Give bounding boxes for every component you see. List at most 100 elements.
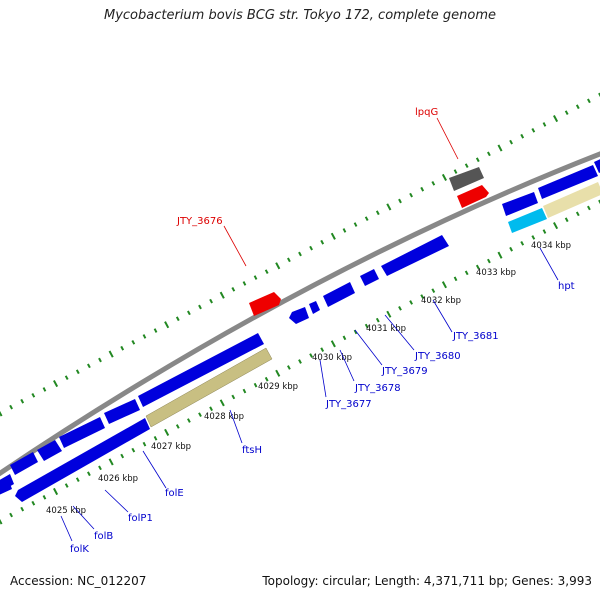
tick-mark [330, 232, 336, 240]
leader-line [436, 117, 459, 160]
tick-mark [42, 495, 47, 500]
tick-mark [20, 398, 25, 404]
leader-line [223, 225, 247, 267]
gene-label-JTY_3676[interactable]: JTY_3676 [176, 216, 223, 227]
tick-label: 4027 kbp [151, 442, 191, 452]
tick-mark [31, 500, 36, 506]
gene-feature[interactable] [0, 478, 12, 495]
tick-mark [364, 216, 369, 221]
gene-feature[interactable] [309, 301, 320, 314]
tick-mark [409, 300, 413, 305]
tick-mark [453, 276, 458, 282]
gene-feature[interactable] [15, 418, 150, 502]
gene-feature[interactable] [10, 452, 38, 475]
gene-feature[interactable] [145, 347, 273, 428]
gene-feature[interactable] [508, 208, 547, 233]
gene-feature[interactable] [138, 333, 264, 407]
tick-mark [275, 369, 281, 377]
leader-line [339, 349, 355, 382]
leader-line [60, 515, 73, 542]
gene-feature[interactable] [502, 192, 538, 216]
gene-feature[interactable] [104, 399, 140, 424]
tick-mark [264, 269, 269, 274]
tick-mark [342, 228, 347, 233]
accession-text: Accession: NC_012207 [10, 574, 147, 588]
leader-line [319, 359, 327, 398]
leader-line [142, 450, 167, 489]
tick-label: 4031 kbp [366, 324, 406, 334]
gene-feature[interactable] [323, 282, 355, 307]
tick-mark [553, 222, 559, 230]
tick-mark [120, 345, 125, 351]
gene-feature[interactable] [543, 182, 600, 218]
gene-label-folK[interactable]: folK [70, 544, 89, 555]
tick-mark [253, 275, 258, 280]
gene-label-lpqG[interactable]: lpqG [415, 107, 438, 118]
tick-mark [175, 424, 180, 429]
gene-feature[interactable] [594, 157, 600, 173]
gene-label-folP1[interactable]: folP1 [128, 513, 153, 524]
tick-mark [553, 115, 559, 123]
tick-mark [108, 458, 114, 466]
map-canvas: 4025 kbp 4026 kbp 4027 kbp 4028 kbp 4029… [0, 92, 600, 555]
tick-mark [353, 222, 358, 227]
tick-mark [187, 310, 191, 316]
gene-feature[interactable] [449, 167, 484, 191]
tick-mark [575, 104, 580, 110]
gene-label-JTY_3677[interactable]: JTY_3677 [325, 399, 372, 410]
tick-mark [531, 128, 536, 133]
tick-mark [9, 512, 13, 518]
gene-label-JTY_3679[interactable]: JTY_3679 [381, 366, 428, 377]
gene-label-folE[interactable]: folE [165, 488, 184, 499]
other-features [249, 167, 489, 316]
gene-feature[interactable] [538, 165, 598, 199]
genome-summary-text: Topology: circular; Length: 4,371,711 bp… [262, 574, 592, 588]
tick-mark [153, 328, 158, 333]
gene-label-JTY_3678[interactable]: JTY_3678 [354, 383, 401, 394]
gene-feature[interactable] [289, 307, 309, 324]
tick-mark [198, 304, 202, 310]
tick-mark [209, 406, 213, 412]
gene-label-JTY_3680[interactable]: JTY_3680 [414, 351, 461, 362]
tick-mark [542, 229, 547, 234]
leader-line [354, 329, 383, 366]
forward-strand-genes [0, 157, 600, 492]
tick-mark [475, 157, 480, 163]
gene-label-ftsH[interactable]: ftsH [242, 445, 262, 456]
tick-mark [320, 239, 325, 245]
tick-mark [98, 357, 102, 363]
gene-feature[interactable] [59, 417, 105, 448]
tick-mark [142, 334, 147, 339]
tick-mark [120, 453, 125, 459]
tick-mark [464, 270, 469, 276]
gene-feature[interactable] [457, 185, 489, 208]
leader-line [72, 505, 95, 530]
gene-feature[interactable] [381, 235, 449, 276]
leader-line [539, 247, 559, 281]
tick-mark [142, 441, 147, 447]
tick-mark [386, 310, 392, 318]
tick-label: 4026 kbp [98, 474, 138, 484]
gene-label-hpt[interactable]: hpt [558, 281, 575, 292]
tick-mark [598, 92, 600, 98]
tick-mark [375, 317, 380, 323]
tick-mark [87, 363, 91, 369]
tick-mark [42, 387, 47, 392]
tick-mark [487, 258, 491, 264]
tick-mark [131, 447, 136, 453]
gene-label-folB[interactable]: folB [94, 531, 113, 542]
tick-label: 4025 kbp [46, 506, 86, 516]
tick-mark [509, 139, 513, 145]
tick-mark [31, 393, 36, 398]
leader-line [104, 489, 129, 513]
tick-label: 4033 kbp [476, 268, 516, 278]
gene-feature[interactable] [249, 292, 281, 316]
gene-feature[interactable] [360, 269, 379, 286]
tick-mark [441, 173, 447, 181]
tick-mark [386, 203, 392, 211]
tick-mark [219, 291, 225, 299]
gene-label-JTY_3681[interactable]: JTY_3681 [452, 331, 499, 342]
gene-feature[interactable] [37, 440, 62, 461]
tick-mark [453, 169, 458, 174]
